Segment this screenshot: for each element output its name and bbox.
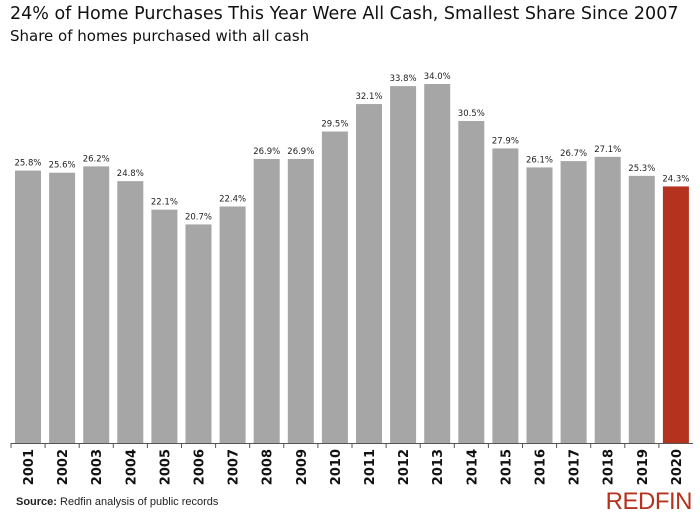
value-label-2006: 20.7% — [185, 212, 212, 222]
value-label-2004: 24.8% — [117, 169, 144, 179]
value-label-2011: 32.1% — [355, 92, 382, 102]
x-tick-label-2002: 2002 — [56, 449, 71, 485]
bar-2010 — [321, 131, 348, 443]
x-tick-label-2010: 2010 — [329, 449, 344, 485]
redfin-logo: REDFIN — [605, 488, 693, 515]
chart-subtitle: Share of homes purchased with all cash — [10, 27, 310, 45]
bar-2007 — [219, 206, 246, 443]
x-tick-label-2016: 2016 — [534, 449, 549, 485]
bar-2008 — [253, 158, 280, 443]
value-label-2010: 29.5% — [321, 120, 348, 130]
chart-title: 24% of Home Purchases This Year Were All… — [10, 4, 679, 24]
bar-2004 — [117, 181, 144, 443]
bar-2011 — [356, 104, 382, 443]
bar-2002 — [49, 172, 76, 443]
bar-2019 — [628, 175, 655, 444]
value-label-2007: 22.4% — [219, 194, 246, 204]
bar-2018 — [594, 156, 621, 443]
value-label-2001: 25.8% — [14, 159, 41, 169]
x-tick-label-2013: 2013 — [431, 449, 446, 485]
x-tick-label-2008: 2008 — [261, 449, 276, 485]
x-tick-label-2015: 2015 — [499, 449, 514, 485]
bar-2017 — [560, 161, 587, 443]
source-label: Source: — [16, 496, 57, 508]
bar-2015 — [492, 148, 519, 444]
x-tick-label-2009: 2009 — [295, 449, 310, 485]
x-tick-label-2018: 2018 — [602, 449, 617, 485]
x-tick-label-2001: 2001 — [22, 449, 37, 485]
x-tick-label-2007: 2007 — [227, 449, 242, 485]
value-label-2009: 26.9% — [287, 147, 314, 157]
value-label-2005: 22.1% — [151, 198, 178, 208]
value-label-2013: 34.0% — [424, 72, 451, 82]
bar-2020 — [662, 186, 689, 443]
value-label-2003: 26.2% — [83, 154, 110, 164]
value-label-2015: 27.9% — [492, 136, 519, 146]
bar-2016 — [526, 167, 553, 443]
x-tick-label-2019: 2019 — [636, 449, 651, 485]
source-note: Source: Redfin analysis of public record… — [16, 496, 218, 508]
value-label-2016: 26.1% — [526, 155, 553, 165]
x-tick-label-2004: 2004 — [124, 449, 139, 485]
bar-2001 — [15, 170, 41, 444]
bar-2013 — [424, 84, 451, 443]
value-label-2014: 30.5% — [458, 109, 485, 119]
value-label-2002: 25.6% — [49, 161, 76, 171]
value-label-2018: 27.1% — [594, 145, 621, 155]
source-text: Redfin analysis of public records — [56, 496, 219, 508]
bar-2009 — [287, 158, 314, 443]
value-label-2017: 26.7% — [560, 149, 587, 159]
value-label-2008: 26.9% — [253, 147, 280, 157]
bar-2005 — [151, 209, 178, 443]
bar-2006 — [185, 224, 212, 443]
x-tick-label-2014: 2014 — [465, 449, 480, 485]
x-tick-label-2005: 2005 — [158, 449, 173, 485]
value-label-2019: 25.3% — [628, 164, 655, 174]
x-tick-label-2020: 2020 — [670, 449, 685, 485]
bar-2012 — [390, 86, 417, 444]
bar-2014 — [458, 120, 485, 444]
value-label-2020: 24.3% — [662, 174, 689, 184]
x-tick-label-2006: 2006 — [193, 449, 208, 485]
x-tick-label-2003: 2003 — [90, 449, 105, 485]
x-tick-label-2017: 2017 — [568, 449, 583, 485]
bar-2003 — [83, 166, 110, 443]
x-tick-label-2012: 2012 — [397, 449, 412, 485]
x-tick-label-2011: 2011 — [363, 449, 378, 485]
value-label-2012: 33.8% — [390, 74, 417, 84]
